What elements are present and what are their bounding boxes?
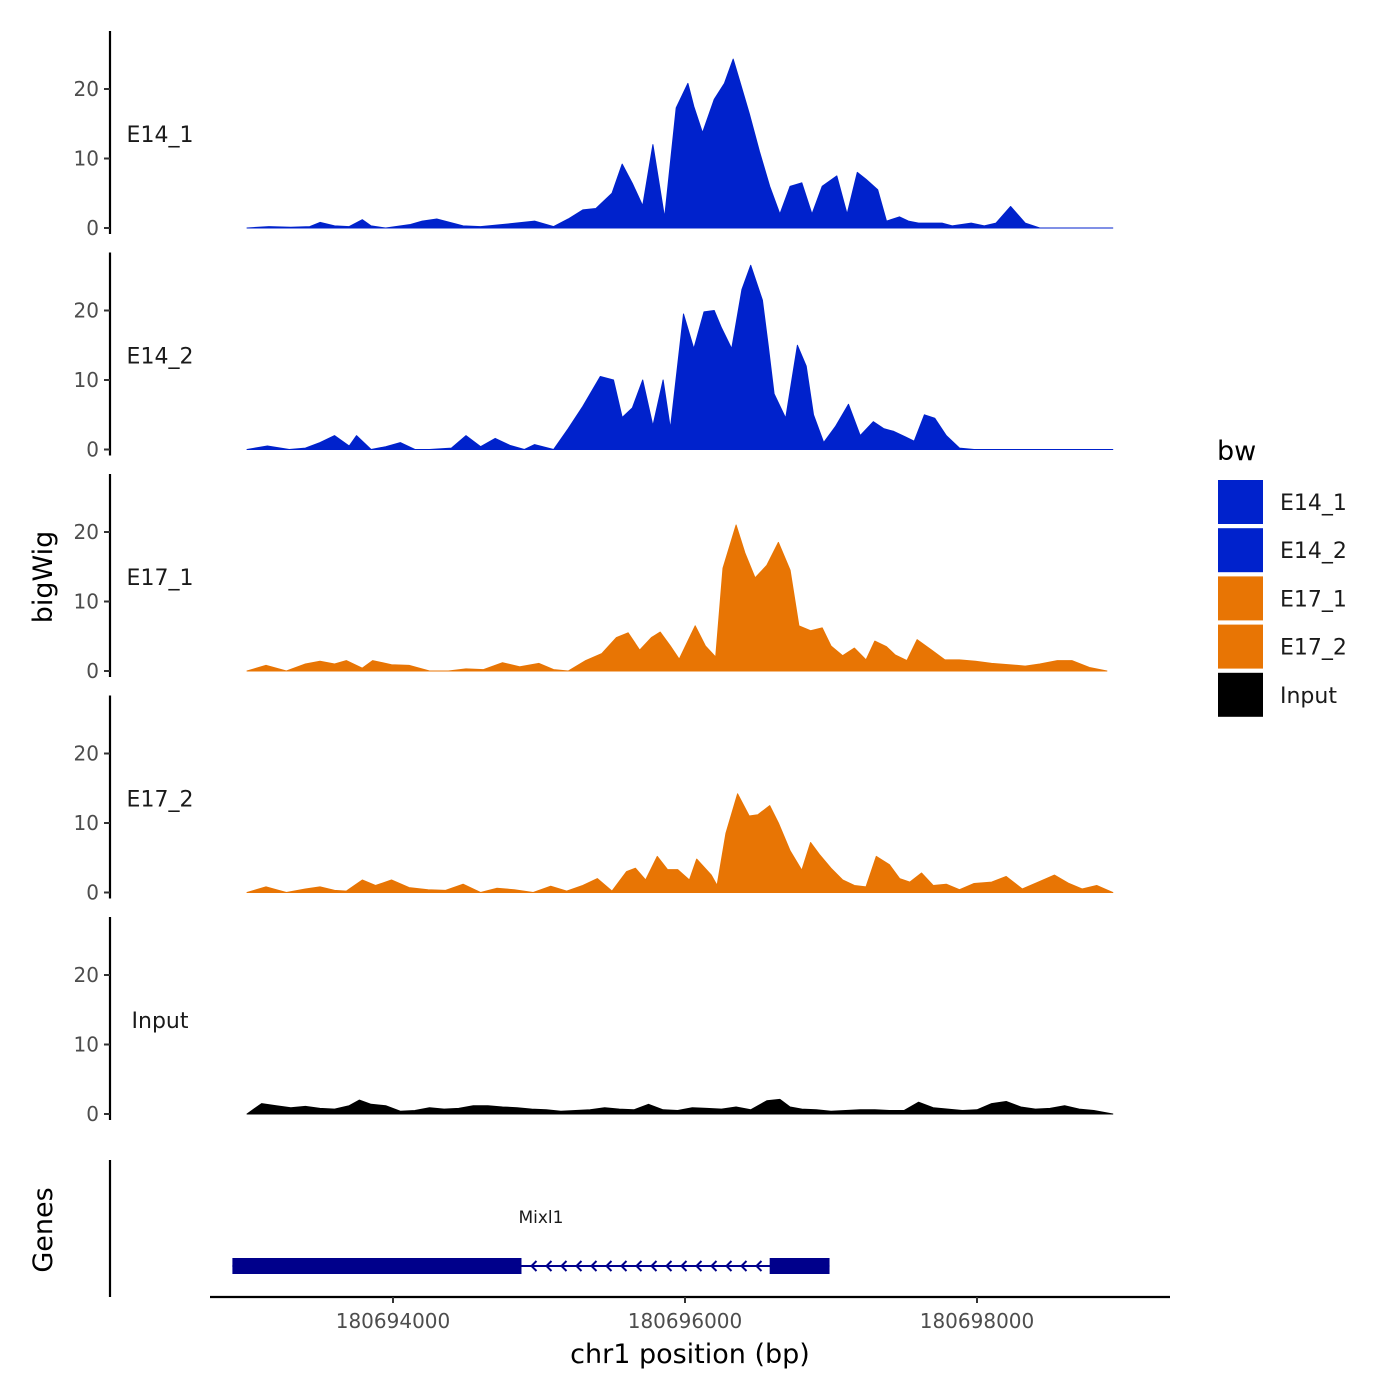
y-tick-label-input-10: 10 xyxy=(74,1033,99,1057)
y-tick-label-e17-2-20: 20 xyxy=(74,742,99,766)
strand-arrow xyxy=(680,1260,688,1272)
y-tick-label-e17-2-0: 0 xyxy=(86,881,99,905)
strand-arrow xyxy=(590,1260,598,1272)
gene-mixl1: Mixl1 xyxy=(232,1208,830,1274)
strand-arrow xyxy=(665,1260,673,1272)
y-tick-label-e14-2-20: 20 xyxy=(74,299,99,323)
y-tick-label-e17-1-20: 20 xyxy=(74,520,99,544)
x-axis: 180694000 180696000 180698000 xyxy=(210,1295,1170,1333)
legend-key-e17-1 xyxy=(1218,576,1263,621)
strand-arrow xyxy=(755,1260,763,1272)
y-tick-label-e14-2-0: 0 xyxy=(86,438,99,462)
strand-arrow xyxy=(740,1260,748,1272)
strand-arrow xyxy=(620,1260,628,1272)
track-input: 0 10 20 Input xyxy=(74,917,1114,1126)
x-axis-title: chr1 position (bp) xyxy=(570,1339,810,1370)
track-e17-2: 0 10 20 E17_2 xyxy=(74,695,1114,905)
track-label-e17-1: E17_1 xyxy=(127,566,194,591)
gene-panel: Mixl1 xyxy=(108,1160,830,1297)
legend-key-input xyxy=(1218,672,1263,717)
gene-label-mixl1: Mixl1 xyxy=(518,1208,563,1228)
legend-label-e17-1: E17_1 xyxy=(1280,587,1347,612)
strand-arrow xyxy=(575,1260,583,1272)
track-e14-2: 0 10 20 E14_2 xyxy=(74,252,1114,462)
strand-arrow xyxy=(560,1260,568,1272)
coverage-area-input xyxy=(246,1098,1114,1115)
legend-key-e17-2 xyxy=(1218,624,1263,669)
strand-arrow xyxy=(530,1260,538,1272)
legend-title: bw xyxy=(1217,436,1256,467)
y-tick-label-input-0: 0 xyxy=(86,1102,99,1126)
track-e14-1: 0 10 20 E14_1 xyxy=(74,31,1114,240)
bigwig-tracks: 0 10 20 E14_1 0 10 20 E14_2 0 10 20 E17_1 0 10 20 E17_2… xyxy=(74,31,1114,1126)
strand-arrow xyxy=(650,1260,658,1272)
strand-arrow xyxy=(545,1260,553,1272)
strand-arrow xyxy=(605,1260,613,1272)
y-tick-label-e14-1-10: 10 xyxy=(74,147,99,171)
legend-label-e14-2: E14_2 xyxy=(1280,539,1347,564)
y-tick-label-e17-2-10: 10 xyxy=(74,811,99,835)
y-tick-label-e17-1-10: 10 xyxy=(74,590,99,614)
coverage-area-e14-1 xyxy=(246,58,1114,229)
legend-label-input: Input xyxy=(1280,684,1337,709)
track-label-e14-2: E14_2 xyxy=(127,345,194,370)
y-tick-label-e14-2-10: 10 xyxy=(74,368,99,392)
strand-arrow xyxy=(635,1260,643,1272)
y-axis-title-bigwig: bigWig xyxy=(28,531,59,624)
y-tick-label-e14-1-0: 0 xyxy=(86,216,99,240)
legend-label-e17-2: E17_2 xyxy=(1280,636,1347,661)
legend-key-e14-1 xyxy=(1218,480,1263,524)
legend-label-e14-1: E14_1 xyxy=(1280,491,1347,516)
y-axis-title-genes: Genes xyxy=(28,1187,59,1272)
track-label-e17-2: E17_2 xyxy=(127,788,194,813)
strand-arrow xyxy=(725,1260,733,1272)
strand-arrow xyxy=(710,1260,718,1272)
track-label-input: Input xyxy=(132,1009,189,1034)
coverage-area-e17-2 xyxy=(246,793,1114,893)
x-tick-label-180698000: 180698000 xyxy=(920,1309,1035,1333)
y-tick-label-input-20: 20 xyxy=(74,963,99,987)
gene-exon-1 xyxy=(232,1258,522,1274)
x-tick-label-180694000: 180694000 xyxy=(336,1309,451,1333)
gene-exon-2 xyxy=(769,1258,830,1274)
strand-arrow xyxy=(695,1260,703,1272)
y-tick-label-e17-1-0: 0 xyxy=(86,659,99,683)
y-tick-label-e14-1-20: 20 xyxy=(74,77,99,101)
track-label-e14-1: E14_1 xyxy=(127,123,194,148)
track-e17-1: 0 10 20 E17_1 xyxy=(74,474,1108,683)
coverage-area-e14-2 xyxy=(246,264,1114,450)
coverage-area-e17-1 xyxy=(246,524,1108,672)
legend: bw E14_1 E14_2 E17_1 E17_2 Input xyxy=(1217,436,1347,717)
legend-key-e14-2 xyxy=(1218,528,1263,573)
x-tick-label-180696000: 180696000 xyxy=(628,1309,743,1333)
